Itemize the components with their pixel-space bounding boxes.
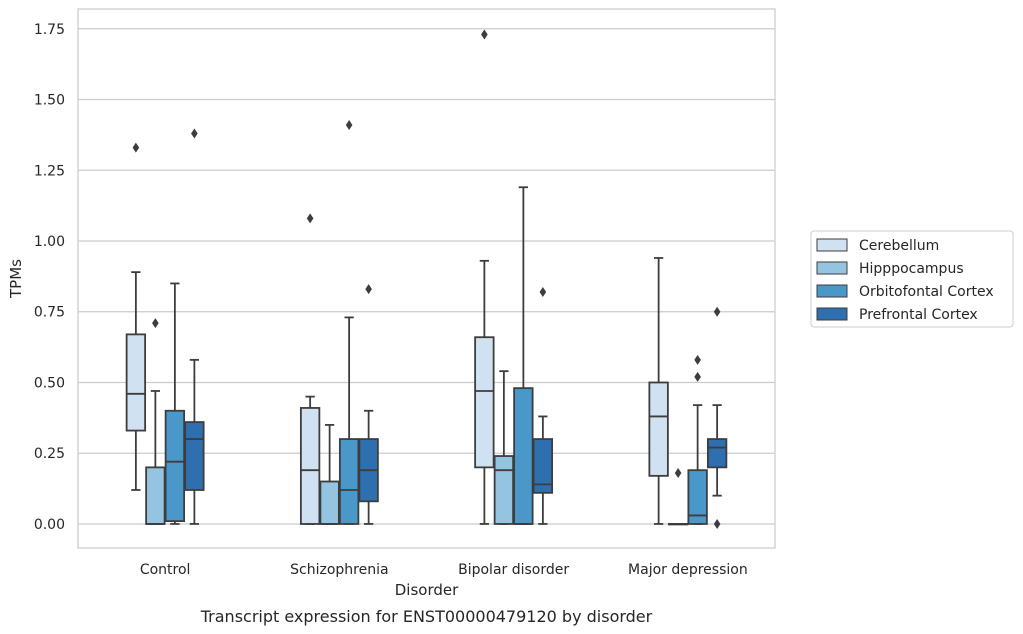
y-tick-label: 1.75 <box>34 22 65 38</box>
y-tick-label: 1.50 <box>34 93 65 109</box>
legend-swatch <box>816 261 848 275</box>
x-axis-title: Disorder <box>395 581 459 599</box>
y-tick-label: 0.25 <box>34 446 65 462</box>
box-iqr <box>164 409 186 523</box>
box-iqr <box>474 336 495 469</box>
box-iqr <box>493 455 515 525</box>
box <box>532 286 554 525</box>
box-iqr <box>184 421 205 491</box>
series-3 <box>184 128 728 529</box>
box-plot-series <box>125 29 728 529</box>
box-iqr <box>687 469 708 525</box>
outlier-point <box>345 120 353 131</box>
box-iqr <box>319 480 340 525</box>
box <box>648 257 669 525</box>
y-tick-label: 0.00 <box>34 517 65 533</box>
series-2 <box>164 120 708 525</box>
box <box>184 128 205 525</box>
y-tick-label: 1.25 <box>34 163 65 179</box>
box <box>319 424 340 525</box>
plot-area-frame <box>77 8 776 549</box>
outlier-point <box>481 29 488 40</box>
box <box>513 186 534 525</box>
outlier-point <box>713 518 721 529</box>
box <box>164 282 186 525</box>
outlier-point <box>132 142 140 153</box>
y-tick-labels: 0.00 0.25 0.50 0.75 1.00 1.25 1.50 1.75 <box>34 22 65 533</box>
box <box>299 213 321 525</box>
box <box>474 29 495 525</box>
outlier-point <box>365 284 372 295</box>
box-iqr <box>145 466 166 525</box>
legend: Cerebellum Hipppocampus Orbitofontal Corte… <box>810 230 1014 328</box>
legend-label: Hipppocampus <box>859 261 964 277</box>
x-tick-label: Schizophrenia <box>290 562 388 578</box>
legend-swatch <box>816 284 848 298</box>
box-iqr <box>648 381 669 477</box>
legend-frame <box>810 230 1014 328</box>
box-iqr <box>338 438 360 525</box>
outlier-point <box>694 371 701 382</box>
x-tick-label: Bipolar disorder <box>458 562 569 578</box>
y-tick-label: 1.00 <box>34 234 65 250</box>
x-tick-labels: Control Schizophrenia Bipolar disorder Majo… <box>140 562 748 578</box>
outlier-point <box>152 318 159 329</box>
box <box>338 120 360 525</box>
chart-caption: Transcript expression for ENST0000047912… <box>200 607 653 626</box>
box <box>145 318 166 525</box>
legend-label: Cerebellum <box>859 238 939 254</box>
box <box>687 354 708 525</box>
x-tick-label: Control <box>140 562 191 578</box>
outlier-point <box>306 213 314 224</box>
x-tick-label: Major depression <box>628 562 748 578</box>
box-iqr <box>125 333 147 432</box>
legend-swatch <box>816 307 848 321</box>
box <box>125 142 147 491</box>
series-1 <box>145 318 689 526</box>
box-iqr <box>299 407 321 525</box>
y-axis-title: TPMs <box>7 259 25 299</box>
box <box>493 370 515 525</box>
legend-label: Orbitofontal Cortex <box>859 284 994 300</box>
outlier-point <box>674 468 682 479</box>
y-tick-label: 0.50 <box>34 375 65 391</box>
outlier-point <box>539 286 547 297</box>
box <box>667 468 689 526</box>
outlier-point <box>191 128 198 139</box>
box-iqr <box>532 438 554 494</box>
box-iqr <box>706 438 728 469</box>
box <box>706 306 728 529</box>
y-tick-label: 0.75 <box>34 305 65 321</box>
outlier-point <box>713 306 721 317</box>
legend-swatch <box>816 238 848 252</box>
box-iqr <box>513 387 534 525</box>
legend-label: Prefrontal Cortex <box>859 307 978 323</box>
box <box>358 284 379 525</box>
outlier-point <box>694 354 701 365</box>
series-0 <box>125 29 669 525</box>
